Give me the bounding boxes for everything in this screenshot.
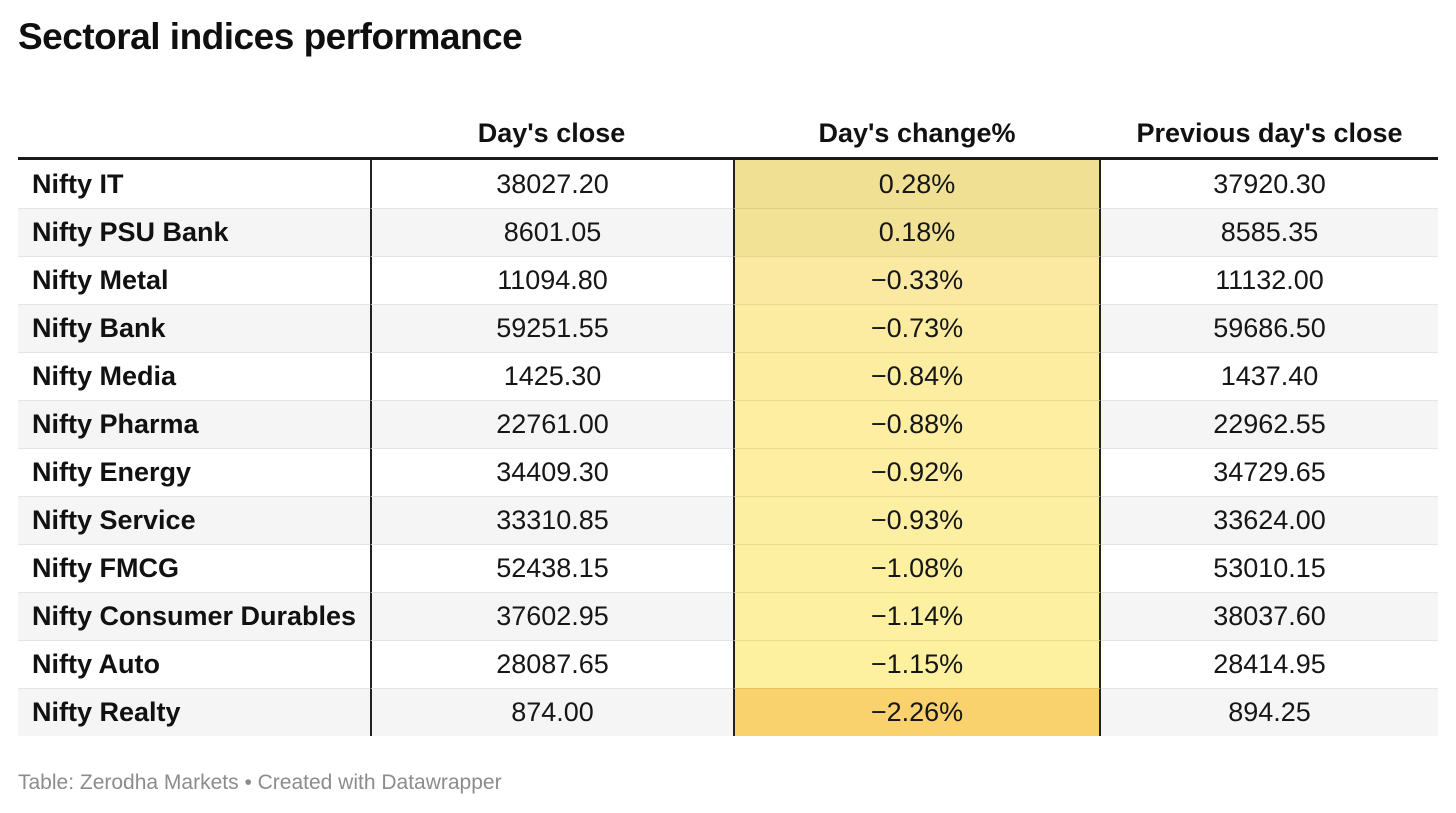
days-change-cell: −0.93% xyxy=(733,496,1101,544)
previous-close-cell: 38037.60 xyxy=(1101,592,1438,640)
previous-close-cell: 34729.65 xyxy=(1101,448,1438,496)
days-close-cell: 59251.55 xyxy=(370,304,733,352)
table-row: Nifty Metal 11094.80 −0.33% 11132.00 xyxy=(18,256,1438,304)
days-close-cell: 874.00 xyxy=(370,688,733,736)
days-change-cell: 0.28% xyxy=(733,160,1101,208)
datawrapper-credit-link[interactable]: Datawrapper xyxy=(381,771,502,794)
table-row: Nifty PSU Bank 8601.05 0.18% 8585.35 xyxy=(18,208,1438,256)
days-change-cell: −0.84% xyxy=(733,352,1101,400)
days-close-cell: 34409.30 xyxy=(370,448,733,496)
column-header-row: Day's close Day's change% Previous day's… xyxy=(18,110,1438,157)
previous-close-cell: 11132.00 xyxy=(1101,256,1438,304)
days-change-cell: −0.33% xyxy=(733,256,1101,304)
row-label: Nifty Realty xyxy=(18,688,370,736)
days-close-cell: 37602.95 xyxy=(370,592,733,640)
days-change-cell: −1.15% xyxy=(733,640,1101,688)
table-row: Nifty Pharma 22761.00 −0.88% 22962.55 xyxy=(18,400,1438,448)
days-close-cell: 22761.00 xyxy=(370,400,733,448)
row-label: Nifty Pharma xyxy=(18,400,370,448)
days-change-cell: −1.08% xyxy=(733,544,1101,592)
row-label: Nifty Media xyxy=(18,352,370,400)
days-change-cell: −0.73% xyxy=(733,304,1101,352)
source-link[interactable]: Zerodha Markets xyxy=(79,771,239,794)
table-row: Nifty Realty 874.00 −2.26% 894.25 xyxy=(18,688,1438,736)
footer-separator: • Created with xyxy=(238,771,382,794)
days-change-cell: −1.14% xyxy=(733,592,1101,640)
days-close-cell: 11094.80 xyxy=(370,256,733,304)
page-title: Sectoral indices performance xyxy=(18,16,523,57)
previous-close-cell: 1437.40 xyxy=(1101,352,1438,400)
table-row: Nifty Media 1425.30 −0.84% 1437.40 xyxy=(18,352,1438,400)
column-header-days-close: Day's close xyxy=(477,118,626,148)
row-label: Nifty Consumer Durables xyxy=(18,592,370,640)
previous-close-cell: 59686.50 xyxy=(1101,304,1438,352)
row-label: Nifty Bank xyxy=(18,304,370,352)
table-row: Nifty Service 33310.85 −0.93% 33624.00 xyxy=(18,496,1438,544)
days-close-cell: 8601.05 xyxy=(370,208,733,256)
days-change-cell: −0.92% xyxy=(733,448,1101,496)
days-close-cell: 52438.15 xyxy=(370,544,733,592)
previous-close-cell: 28414.95 xyxy=(1101,640,1438,688)
days-close-cell: 33310.85 xyxy=(370,496,733,544)
previous-close-cell: 53010.15 xyxy=(1101,544,1438,592)
days-close-cell: 1425.30 xyxy=(370,352,733,400)
previous-close-cell: 8585.35 xyxy=(1101,208,1438,256)
previous-close-cell: 22962.55 xyxy=(1101,400,1438,448)
row-label: Nifty Service xyxy=(18,496,370,544)
table-row: Nifty FMCG 52438.15 −1.08% 53010.15 xyxy=(18,544,1438,592)
column-header-previous-close: Previous day's close xyxy=(1136,118,1403,148)
row-label: Nifty FMCG xyxy=(18,544,370,592)
row-label: Nifty IT xyxy=(18,160,370,208)
table-row: Nifty Energy 34409.30 −0.92% 34729.65 xyxy=(18,448,1438,496)
days-close-cell: 38027.20 xyxy=(370,160,733,208)
table-row: Nifty Bank 59251.55 −0.73% 59686.50 xyxy=(18,304,1438,352)
row-label: Nifty Auto xyxy=(18,640,370,688)
row-label: Nifty Metal xyxy=(18,256,370,304)
days-change-cell: 0.18% xyxy=(733,208,1101,256)
table-row: Nifty Consumer Durables 37602.95 −1.14% … xyxy=(18,592,1438,640)
row-label: Nifty PSU Bank xyxy=(18,208,370,256)
days-change-cell: −0.88% xyxy=(733,400,1101,448)
previous-close-cell: 33624.00 xyxy=(1101,496,1438,544)
row-label: Nifty Energy xyxy=(18,448,370,496)
sectoral-indices-table: Nifty IT 38027.20 0.28% 37920.30 Nifty P… xyxy=(18,157,1438,736)
previous-close-cell: 37920.30 xyxy=(1101,160,1438,208)
attribution-footer: Table: Zerodha Markets • Created with Da… xyxy=(18,771,1438,795)
column-header-days-change: Day's change% xyxy=(818,118,1016,148)
days-change-cell: −2.26% xyxy=(733,688,1101,736)
table-row: Nifty Auto 28087.65 −1.15% 28414.95 xyxy=(18,640,1438,688)
table-body: Nifty IT 38027.20 0.28% 37920.30 Nifty P… xyxy=(18,160,1438,736)
footer-prefix: Table: xyxy=(18,771,80,794)
days-close-cell: 28087.65 xyxy=(370,640,733,688)
table-row: Nifty IT 38027.20 0.28% 37920.30 xyxy=(18,160,1438,208)
previous-close-cell: 894.25 xyxy=(1101,688,1438,736)
